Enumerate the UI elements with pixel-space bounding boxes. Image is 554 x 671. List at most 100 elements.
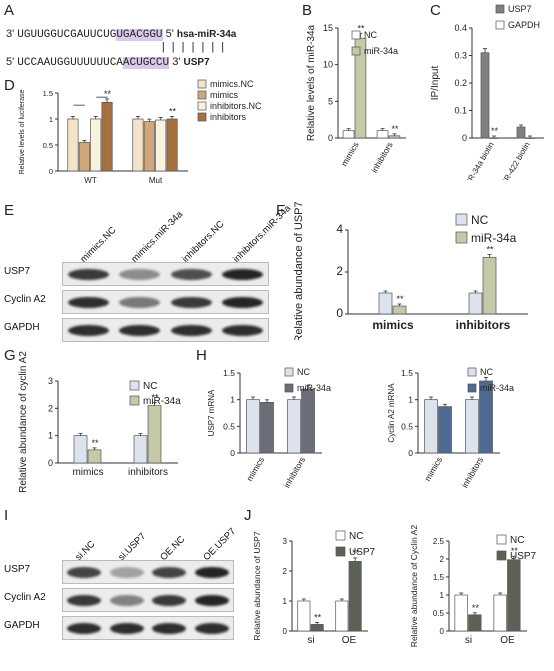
- legend-swatch: [351, 30, 361, 40]
- legend-swatch: [496, 534, 507, 545]
- y-axis-label: Relative levels of luciferase: [19, 89, 26, 174]
- chart-c: 0 0.1 0.2 0.3 0.4 IP/Input ** miR-34a biotin miR…: [430, 4, 544, 181]
- legend-label: NC: [480, 367, 493, 377]
- blot-band: [170, 269, 212, 280]
- blot-band: [221, 325, 263, 336]
- lane-label: OE.NC: [158, 533, 188, 563]
- y-axis-label: Cyclin A2 mRNA: [387, 383, 396, 443]
- significance-label: **: [472, 603, 480, 613]
- y-axis-label: Relative levels of miR-34a: [306, 24, 317, 141]
- bar: [78, 142, 90, 172]
- legend-swatch: [335, 546, 346, 557]
- legend-label: USP7: [508, 4, 532, 14]
- legend-swatch: [351, 46, 361, 56]
- seq-usp7-highlight: ACUGCCU: [122, 57, 170, 69]
- blot-row-label: USP7: [4, 564, 31, 575]
- blot-band: [109, 595, 144, 606]
- y-tick-label: 0.5: [401, 421, 413, 431]
- y-axis-label: Relative abundance of USP7: [252, 531, 262, 640]
- y-tick-label: 0: [48, 458, 53, 468]
- y-tick-label: 0.5: [223, 421, 235, 431]
- bar: [147, 405, 162, 464]
- legend-label: mimics.NC: [210, 79, 254, 89]
- lane-label: mimics.NC: [77, 224, 119, 265]
- bar: [454, 594, 468, 632]
- legend-label: inhibitors: [210, 112, 247, 122]
- y-tick-label: 1.5: [43, 89, 53, 98]
- seq-usp7-plain: UCCAAUGGUUUUUUCA: [17, 57, 123, 69]
- legend-swatch: [197, 112, 207, 122]
- blot-band: [152, 595, 187, 606]
- blot-band: [67, 623, 102, 634]
- pairing-lines: |||||||: [160, 42, 230, 54]
- legend-swatch: [455, 213, 468, 226]
- chart-b: 0 5 10 15 Relative levels of miR-34a ** mimics…: [306, 23, 406, 174]
- y-tick-label: 0.2: [454, 78, 467, 88]
- bar: [310, 624, 324, 632]
- blot-band: [221, 297, 263, 308]
- y-tick-label: 2: [48, 403, 53, 413]
- panel-f: F 0 2 4 Relative abundance of USP7 ** mimics *…: [270, 200, 554, 340]
- y-tick-label: 0: [462, 133, 467, 143]
- x-tick-label: mimics: [72, 467, 103, 478]
- y-tick-label: 0.5: [433, 609, 445, 618]
- y-tick-label: 0.5: [43, 141, 53, 150]
- x-tick-label: miR-422 biotin: [498, 141, 532, 181]
- panel-label-e: E: [4, 202, 15, 219]
- y-tick-label: 1.5: [223, 368, 235, 378]
- bar: [525, 137, 535, 139]
- legend-label: NC: [471, 213, 489, 227]
- y-tick-label: 1: [440, 591, 445, 600]
- blot-row: [62, 616, 234, 640]
- bar: [133, 435, 148, 464]
- panel-b: B 0 5 10 15 Relative levels of miR-34a ** mimi…: [300, 0, 420, 180]
- blot-row: [62, 588, 234, 612]
- bar: [166, 118, 178, 172]
- y-tick-label: 1: [49, 115, 53, 124]
- blot-band: [109, 623, 144, 634]
- blot-band: [194, 595, 229, 606]
- bar: [489, 137, 499, 139]
- blot-row-label: GAPDH: [4, 620, 40, 631]
- legend-label: miR-34a: [364, 46, 398, 56]
- blot-band: [68, 297, 110, 308]
- significance-label: **: [391, 124, 399, 134]
- legend-swatch: [467, 367, 477, 377]
- panel-label-f: F: [276, 202, 286, 219]
- significance-label: **: [486, 244, 494, 254]
- y-tick-label: 10: [323, 60, 333, 70]
- chart-j1: 0 1 2 3 Relative abundance of USP7 ** si ** OE NC…: [252, 530, 376, 646]
- blot-band: [119, 269, 161, 280]
- panel-label-c: C: [430, 2, 441, 19]
- blot-band: [194, 567, 229, 578]
- legend-swatch: [284, 383, 294, 393]
- significance-label: **: [151, 393, 159, 403]
- bar: [480, 52, 490, 139]
- x-tick-label: si: [307, 635, 314, 646]
- bar: [87, 449, 102, 464]
- legend-label: miR-34a: [471, 231, 517, 245]
- chart-f: 0 2 4 Relative abundance of USP7 ** mimics ** i…: [293, 201, 528, 340]
- bar: [468, 292, 483, 315]
- y-tick-label: 0: [408, 448, 413, 458]
- legend-swatch: [129, 380, 140, 391]
- blot-band: [67, 567, 102, 578]
- x-tick-label: mimics: [422, 455, 444, 483]
- lane-label: si.USP7: [115, 530, 149, 563]
- x-tick-label: mimics: [339, 140, 361, 168]
- bar: [155, 119, 167, 172]
- x-tick-label: OE: [500, 635, 515, 646]
- panel-label-d: D: [4, 77, 15, 94]
- bar: [376, 130, 389, 139]
- seq-mirna-highlight: UGACGGU: [116, 29, 163, 41]
- legend-label: USP7: [510, 551, 537, 562]
- legend-label: inhibitors.NC: [210, 101, 262, 111]
- x-tick-label: inhibitors: [456, 318, 511, 332]
- blot-row: [62, 290, 269, 314]
- bar: [101, 102, 113, 172]
- blot-row-label: GAPDH: [4, 322, 40, 333]
- panel-label-i: I: [4, 507, 9, 524]
- bar: [424, 399, 438, 454]
- x-tick-label: Mut: [149, 176, 163, 185]
- legend-swatch: [335, 530, 346, 541]
